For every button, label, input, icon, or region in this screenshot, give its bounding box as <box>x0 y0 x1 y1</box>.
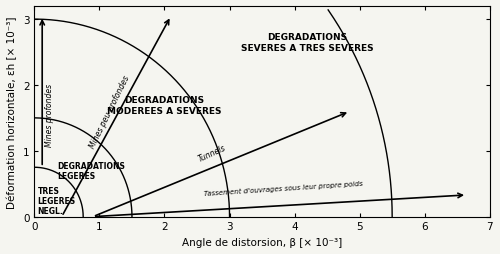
Text: Mines profondes: Mines profondes <box>46 84 54 147</box>
Text: TRES
LEGERES: TRES LEGERES <box>38 186 76 205</box>
Text: Mines peu profondes: Mines peu profondes <box>88 74 131 150</box>
X-axis label: Angle de distorsion, β [× 10⁻³]: Angle de distorsion, β [× 10⁻³] <box>182 237 342 247</box>
Text: Tunnels: Tunnels <box>197 143 228 163</box>
Text: DEGRADATIONS
MODEREES A SEVERES: DEGRADATIONS MODEREES A SEVERES <box>107 95 222 115</box>
Text: DEGRADATIONS
LEGERES: DEGRADATIONS LEGERES <box>57 161 125 181</box>
Text: DEGRADATIONS
SEVERES A TRES SEVERES: DEGRADATIONS SEVERES A TRES SEVERES <box>242 33 374 53</box>
Y-axis label: Déformation horizontale, εh [× 10⁻³]: Déformation horizontale, εh [× 10⁻³] <box>7 16 18 208</box>
Text: NEGL.: NEGL. <box>38 207 64 215</box>
Text: Tassement d'ouvrages sous leur propre poids: Tassement d'ouvrages sous leur propre po… <box>204 180 363 196</box>
